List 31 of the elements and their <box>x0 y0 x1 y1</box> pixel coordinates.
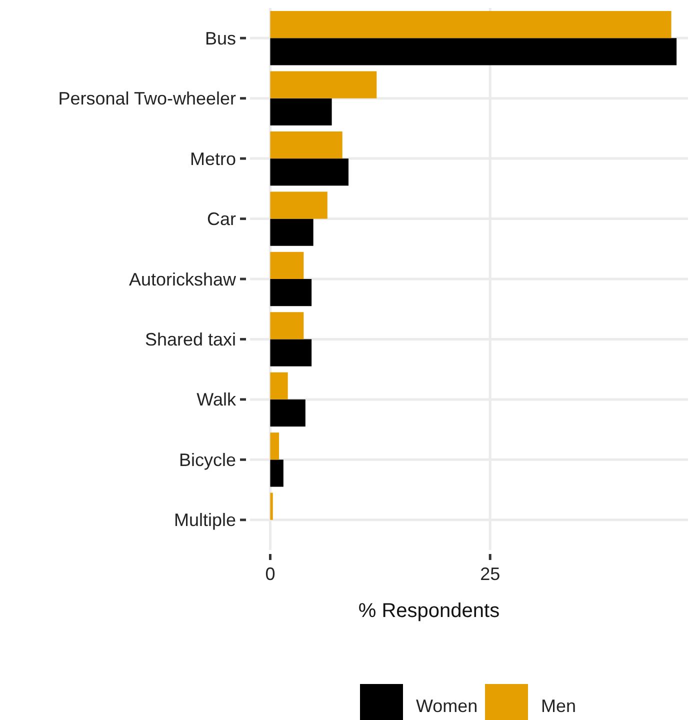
y-tick-label: Walk <box>196 390 237 410</box>
y-tick-label: Car <box>206 209 236 230</box>
bar <box>270 460 284 487</box>
bar <box>270 492 273 520</box>
x-tick-label: 0 <box>265 564 276 584</box>
y-tick-label: Multiple <box>174 510 236 530</box>
bar <box>270 432 280 460</box>
bar <box>270 11 672 38</box>
y-tick-label: Bicycle <box>178 450 236 470</box>
bar <box>270 339 312 366</box>
x-tick-label: 25 <box>480 564 500 584</box>
bar <box>270 312 304 340</box>
x-axis-title: % Respondents <box>358 600 500 622</box>
y-tick-label: Shared taxi <box>144 330 236 350</box>
bar <box>270 158 349 186</box>
bar <box>270 71 377 98</box>
bar <box>270 131 342 159</box>
y-tick-label: Bus <box>204 28 236 48</box>
y-tick-label: Autorickshaw <box>128 269 237 290</box>
legend-label: Men <box>541 696 576 716</box>
bar <box>270 38 677 66</box>
y-tick-label: Metro <box>190 148 236 169</box>
y-tick-label: Personal Two-wheeler <box>58 88 236 109</box>
bar <box>270 192 328 219</box>
bar <box>270 279 312 306</box>
legend-label: Women <box>416 696 478 716</box>
bar <box>270 218 314 246</box>
bar <box>270 372 288 400</box>
bar <box>270 98 332 126</box>
bar <box>270 399 306 427</box>
bar <box>270 252 304 279</box>
